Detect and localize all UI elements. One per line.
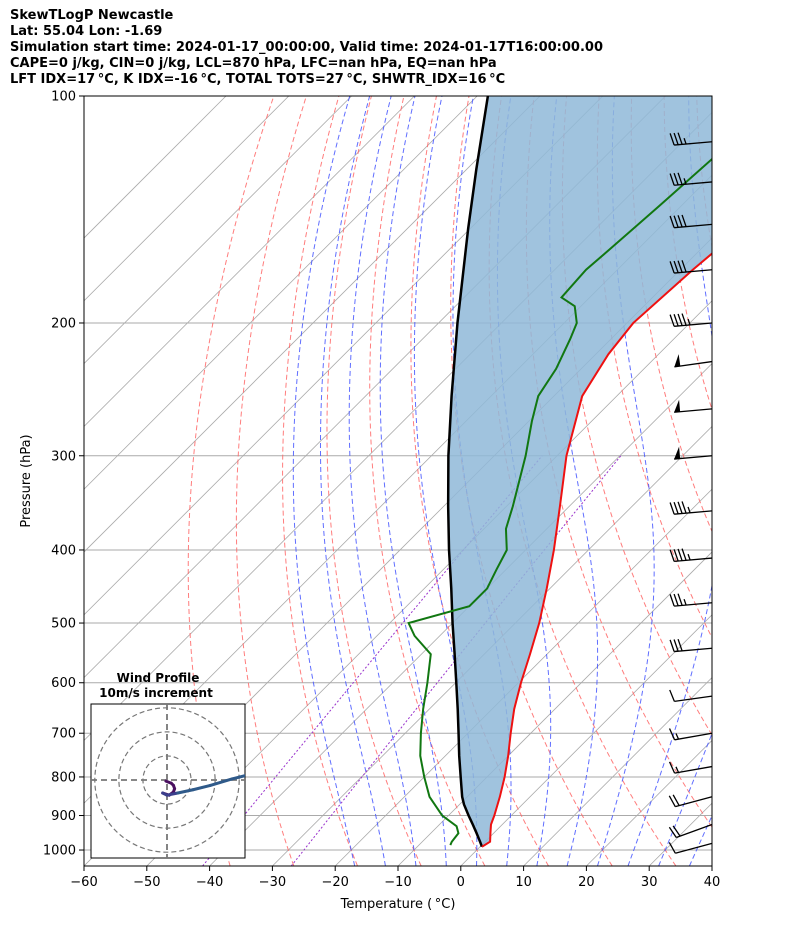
wind-barb — [674, 446, 713, 460]
wind-barb — [669, 548, 713, 563]
y-tick-label: 300 — [51, 449, 76, 464]
hodograph-trace — [176, 788, 195, 795]
wind-barb — [669, 260, 713, 274]
y-tick-label: 600 — [51, 676, 76, 691]
isotherm-line — [84, 96, 227, 239]
dry-adiabat-line — [663, 96, 712, 412]
x-tick-label: −10 — [384, 875, 411, 890]
hodograph-subtitle: 10m/s increment — [99, 686, 213, 700]
mixing-ratio-line — [290, 455, 622, 866]
wind-barb — [674, 354, 713, 368]
x-tick-label: −50 — [133, 875, 160, 890]
y-tick-label: 200 — [51, 316, 76, 331]
isotherm-line — [84, 96, 352, 365]
chart-title: SkewTLogP Newcastle — [10, 8, 174, 23]
wind-barb — [674, 399, 713, 413]
isotherm-line — [460, 614, 712, 866]
wind-barb — [668, 728, 713, 741]
x-tick-label: −20 — [321, 875, 348, 890]
x-tick-label: −60 — [70, 875, 97, 890]
y-tick-label: 100 — [51, 90, 76, 105]
moist-adiabat-line — [292, 96, 356, 866]
chart-title-block: SkewTLogP Newcastle Lat: 55.04 Lon: -1.6… — [10, 8, 603, 88]
moist-adiabat-line — [720, 96, 794, 866]
isotherm-line — [84, 96, 415, 427]
hodograph-trace — [254, 769, 271, 773]
y-tick-label: 400 — [51, 543, 76, 558]
isotherm-line — [84, 96, 541, 553]
dry-adiabat-line — [762, 96, 794, 866]
wind-barb — [669, 689, 713, 703]
plot-area — [84, 96, 794, 866]
x-tick-label: 30 — [641, 875, 658, 890]
wind-barb — [668, 794, 713, 808]
dry-adiabat-line — [729, 96, 794, 866]
x-axis-label: Temperature ( °C) — [340, 897, 456, 912]
hodograph-trace — [230, 774, 245, 781]
isotherm-line — [84, 96, 478, 490]
parcel-profile-line — [446, 96, 490, 848]
isotherm-line — [209, 363, 712, 866]
isotherm-line — [397, 551, 712, 866]
y-axis-label: Pressure (hPa) — [19, 434, 34, 527]
dry-adiabat-line — [561, 96, 712, 736]
wind-barb — [669, 214, 713, 229]
wind-barb — [669, 313, 713, 327]
y-tick-label: 1000 — [43, 844, 76, 859]
y-tick-label: 800 — [51, 770, 76, 785]
x-tick-label: −40 — [196, 875, 223, 890]
isotherm-line — [523, 677, 712, 866]
location-line: Lat: 55.04 Lon: -1.69 — [10, 24, 163, 39]
isotherm-line — [775, 96, 794, 866]
moist-adiabat-line — [319, 96, 386, 866]
time-line: Simulation start time: 2024-01-17_00:00:… — [10, 40, 603, 55]
isotherm-line — [84, 96, 290, 302]
hodograph-trace — [165, 791, 180, 797]
temperature-profile-line — [481, 252, 712, 848]
y-tick-label: 900 — [51, 809, 76, 824]
x-tick-label: 10 — [515, 875, 532, 890]
wind-barb — [669, 593, 713, 607]
hodograph-title: Wind Profile — [117, 671, 200, 685]
hodograph-trace — [191, 783, 212, 792]
wind-barb — [669, 132, 713, 146]
hodograph-trace — [208, 777, 234, 787]
wind-barb — [669, 172, 713, 186]
indices-line-1: CAPE=0 j/kg, CIN=0 j/kg, LCL=870 hPa, LF… — [10, 56, 497, 71]
indices-line-2: LFT IDX=17 °C, K IDX=-16 °C, TOTAL TOTS=… — [10, 72, 506, 87]
dry-adiabat-line — [369, 96, 486, 866]
dry-adiabat-line — [187, 96, 275, 866]
dewpoint-profile-line — [407, 157, 712, 846]
moist-adiabat-line — [596, 96, 655, 866]
moist-adiabat-line — [348, 96, 417, 866]
isotherm-line — [711, 865, 712, 866]
moist-adiabat-line — [413, 96, 478, 866]
x-tick-label: 0 — [457, 875, 465, 890]
dry-adiabat-line — [596, 96, 712, 639]
moist-adiabat-line — [379, 96, 447, 866]
wind-barb — [668, 842, 713, 854]
y-tick-label: 700 — [51, 727, 76, 742]
wind-barb — [668, 823, 713, 839]
wind-barb — [669, 501, 713, 515]
x-tick-label: 40 — [704, 875, 721, 890]
wind-barb — [668, 761, 713, 774]
isotherm-line — [272, 425, 712, 866]
moist-adiabat-line — [658, 732, 712, 866]
dry-adiabat-line — [326, 96, 422, 866]
x-tick-label: 20 — [578, 875, 595, 890]
dry-adiabat-line — [282, 96, 358, 866]
cin-shading — [448, 96, 712, 847]
dry-adiabat-line — [235, 96, 307, 866]
y-tick-label: 500 — [51, 617, 76, 632]
moist-adiabat-line — [627, 96, 712, 866]
x-tick-label: −30 — [259, 875, 286, 890]
wind-barb — [669, 638, 713, 653]
